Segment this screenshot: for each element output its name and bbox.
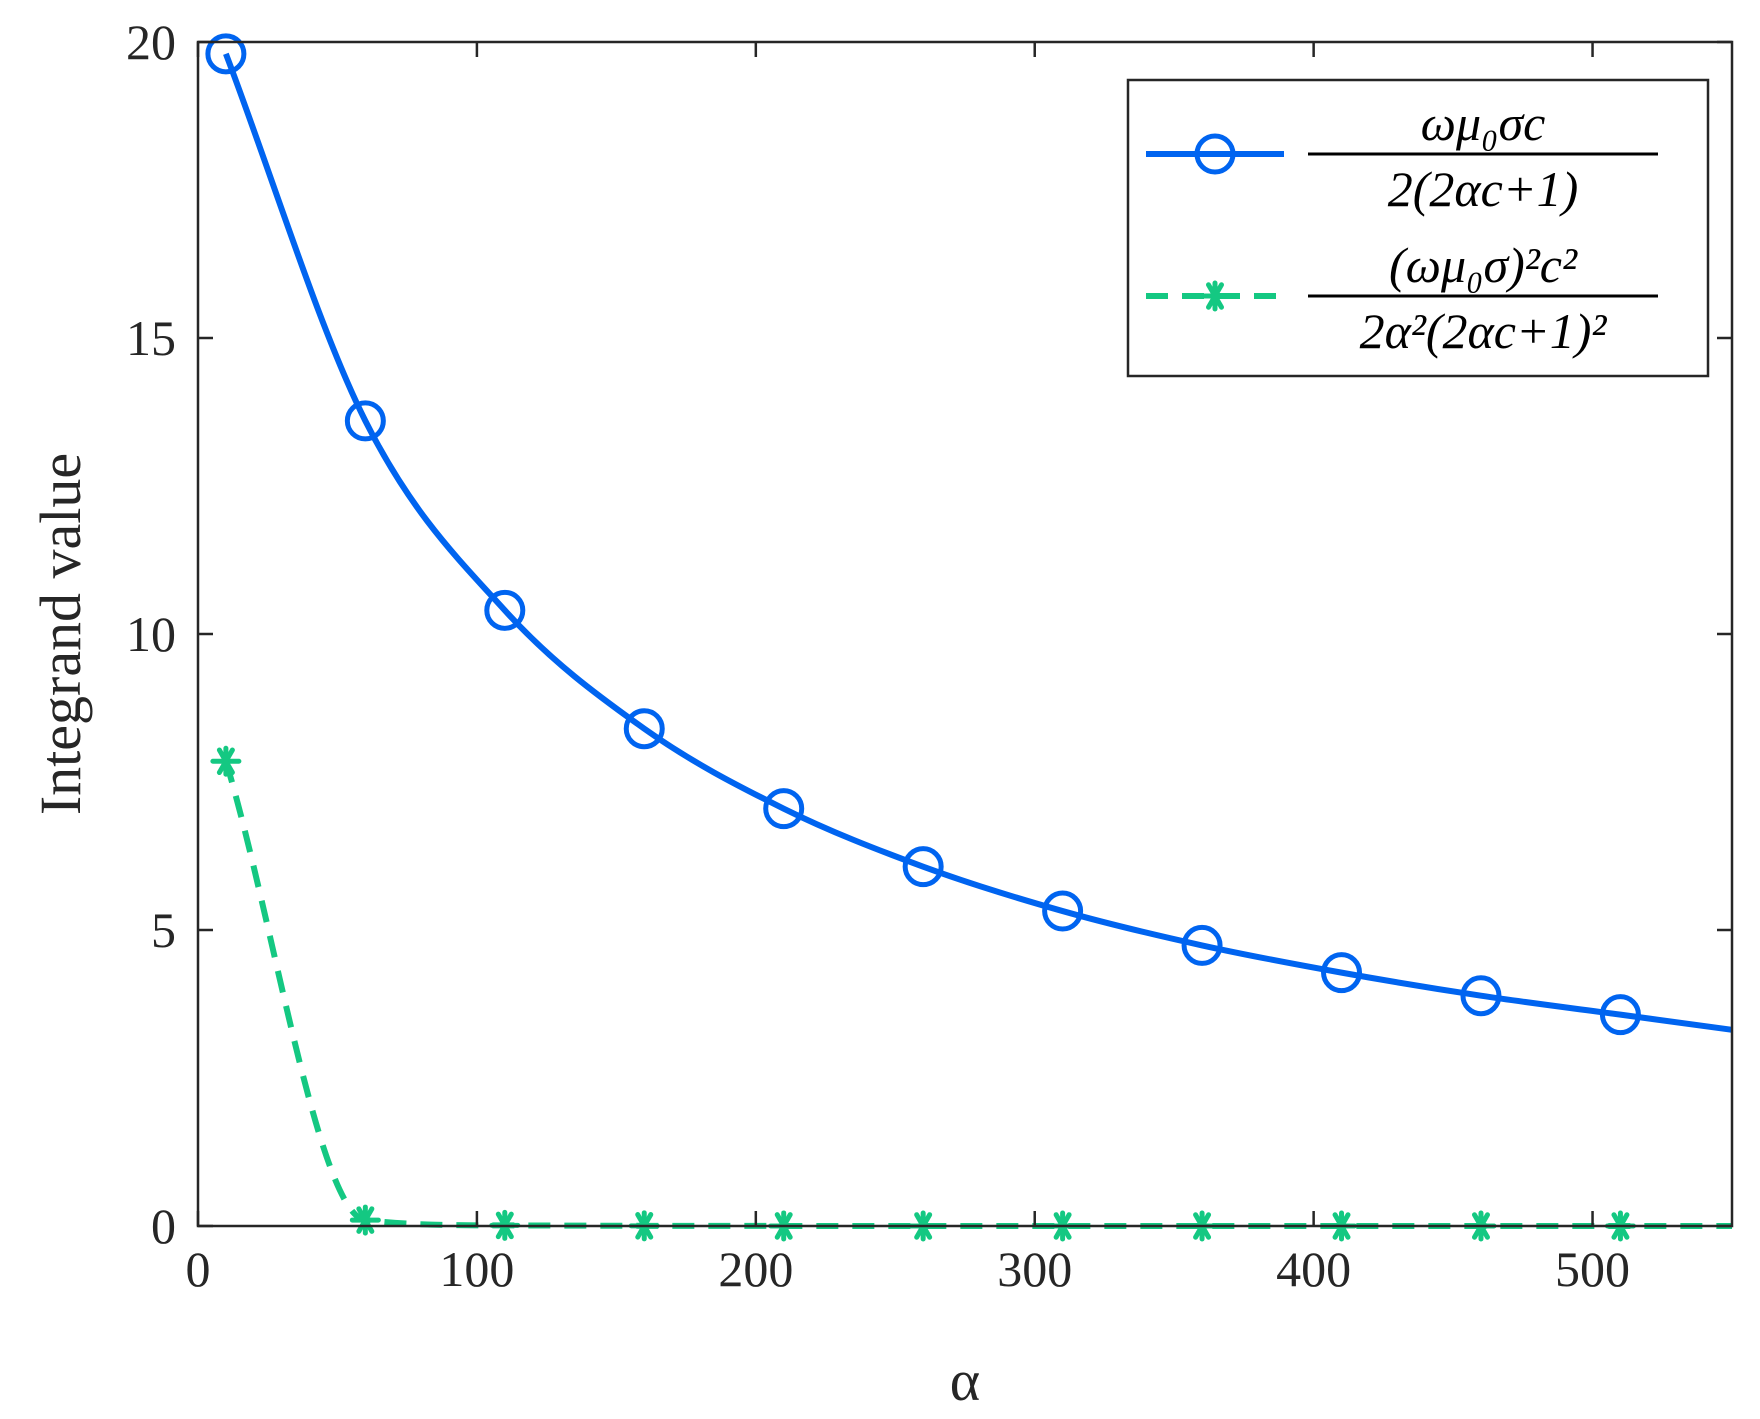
x-tick-label: 400: [1276, 1241, 1351, 1297]
legend-denominator-2: 2α²(2αc+1)²: [1360, 303, 1608, 359]
series-1-marker: [1181, 924, 1223, 966]
series-1-marker: [484, 589, 526, 631]
legend-numerator-2: (ωμ₀σ)²c²: [1389, 237, 1578, 293]
series-1-marker: [1460, 975, 1502, 1017]
series-1-marker: [623, 708, 665, 750]
series-1-marker: [205, 33, 247, 75]
legend-marker-1: [1194, 133, 1236, 175]
legend-denominator-1: 2(2αc+1): [1388, 161, 1578, 217]
x-tick-label: 100: [439, 1241, 514, 1297]
legend-numerator-1: ωμ₀σc: [1421, 95, 1546, 151]
y-tick-label: 15: [126, 310, 176, 366]
y-tick-label: 0: [151, 1198, 176, 1254]
plot-frame: [196, 40, 1734, 1228]
series-1-marker: [902, 846, 944, 888]
series-1-marker: [344, 400, 386, 442]
legend: ωμ₀σc 2(2αc+1) (ωμ₀σ)²c² 2α²(2αc+1)²: [1126, 78, 1710, 378]
x-tick-label: 200: [718, 1241, 793, 1297]
series-2-marker: [210, 745, 242, 777]
series-1-marker: [1599, 994, 1641, 1036]
y-axis-title: Integrand value: [28, 453, 93, 815]
y-tick-label: 10: [126, 606, 176, 662]
x-tick-label: 300: [997, 1241, 1072, 1297]
legend-marker-2: [1199, 280, 1231, 312]
series-1-marker: [1042, 890, 1084, 932]
legend-box: [1126, 78, 1710, 378]
series-2-marker: [349, 1204, 381, 1236]
x-axis-title: α: [950, 1348, 980, 1413]
y-tick-label: 5: [151, 902, 176, 958]
x-tick-label: 0: [186, 1241, 211, 1297]
y-tick-label: 20: [126, 14, 176, 70]
x-tick-label: 500: [1555, 1241, 1630, 1297]
series-1-marker: [763, 788, 805, 830]
series-1-marker: [1321, 952, 1363, 994]
